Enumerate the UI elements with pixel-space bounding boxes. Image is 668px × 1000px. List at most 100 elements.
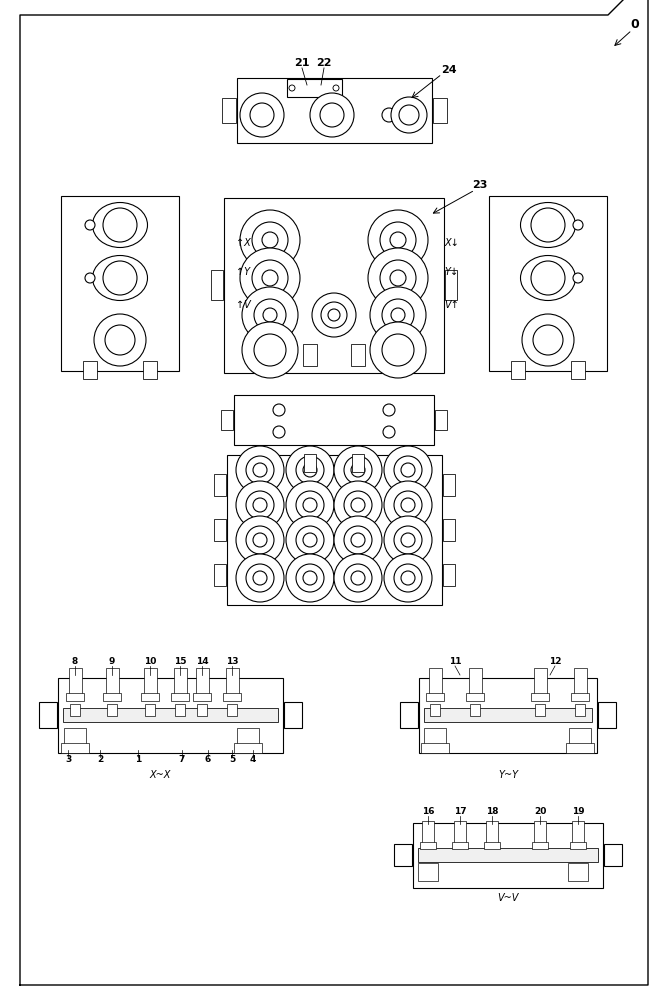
Bar [570, 842, 586, 848]
Circle shape [533, 325, 563, 355]
Text: Y~Y: Y~Y [498, 770, 518, 780]
Circle shape [303, 498, 317, 512]
Bar [426, 693, 444, 701]
Bar [574, 668, 587, 696]
Circle shape [384, 516, 432, 564]
Circle shape [401, 463, 415, 477]
Bar [144, 668, 156, 696]
Bar [442, 564, 454, 586]
Text: 16: 16 [422, 808, 434, 816]
Circle shape [380, 260, 416, 296]
Text: 21: 21 [294, 58, 310, 68]
Circle shape [531, 261, 565, 295]
Bar [421, 743, 449, 753]
Bar [454, 821, 466, 845]
Circle shape [394, 491, 422, 519]
Circle shape [296, 526, 324, 554]
Bar [466, 693, 484, 701]
Text: ↑X: ↑X [236, 238, 250, 248]
Bar [534, 821, 546, 845]
Bar [193, 693, 211, 701]
Bar [63, 708, 277, 722]
Text: V~V: V~V [497, 893, 518, 903]
Text: 17: 17 [454, 808, 466, 816]
Circle shape [240, 93, 284, 137]
Bar [175, 704, 185, 716]
Circle shape [240, 248, 300, 308]
Circle shape [344, 456, 372, 484]
Bar [534, 668, 546, 696]
Text: ↑Y: ↑Y [236, 267, 250, 277]
Bar [435, 410, 447, 430]
Circle shape [394, 456, 422, 484]
Text: 18: 18 [486, 808, 498, 816]
Circle shape [303, 533, 317, 547]
Bar [432, 98, 446, 122]
Bar [428, 668, 442, 696]
Circle shape [236, 446, 284, 494]
Circle shape [351, 571, 365, 585]
Ellipse shape [92, 202, 148, 247]
Bar [604, 844, 622, 866]
Circle shape [394, 564, 422, 592]
Circle shape [310, 93, 354, 137]
Text: X↓: X↓ [444, 238, 459, 248]
Circle shape [246, 564, 274, 592]
Circle shape [391, 97, 427, 133]
Bar [234, 743, 262, 753]
Bar [70, 704, 80, 716]
Bar [69, 668, 81, 696]
Bar [572, 821, 584, 845]
Circle shape [303, 571, 317, 585]
Circle shape [368, 210, 428, 270]
Circle shape [334, 516, 382, 564]
Bar [221, 410, 233, 430]
Circle shape [370, 287, 426, 343]
Bar [224, 198, 444, 372]
Circle shape [573, 273, 583, 283]
Bar [418, 848, 598, 862]
Bar [394, 844, 412, 866]
Bar [106, 668, 118, 696]
Bar [569, 728, 591, 748]
Circle shape [262, 232, 278, 248]
Circle shape [242, 322, 298, 378]
Bar [304, 454, 316, 472]
Text: 22: 22 [316, 58, 332, 68]
Circle shape [390, 270, 406, 286]
Bar [535, 704, 545, 716]
Circle shape [321, 302, 347, 328]
Bar [511, 361, 525, 379]
Circle shape [286, 446, 334, 494]
Circle shape [296, 456, 324, 484]
Circle shape [334, 554, 382, 602]
Text: X~X: X~X [150, 770, 171, 780]
Text: 23: 23 [472, 180, 488, 190]
Text: 5: 5 [229, 756, 235, 764]
Text: 24: 24 [441, 65, 457, 75]
Circle shape [286, 516, 334, 564]
Circle shape [334, 481, 382, 529]
Bar [57, 678, 283, 752]
Circle shape [236, 516, 284, 564]
Circle shape [344, 564, 372, 592]
Bar [64, 728, 86, 748]
Circle shape [344, 526, 372, 554]
Bar [226, 455, 442, 605]
Text: 7: 7 [179, 756, 185, 764]
Circle shape [254, 299, 286, 331]
Circle shape [273, 426, 285, 438]
Circle shape [401, 533, 415, 547]
Circle shape [384, 446, 432, 494]
Circle shape [103, 208, 137, 242]
Bar [442, 474, 454, 496]
Circle shape [240, 210, 300, 270]
Circle shape [382, 334, 414, 366]
Bar [452, 842, 468, 848]
Bar [419, 678, 597, 752]
Circle shape [320, 103, 344, 127]
Bar [141, 693, 159, 701]
Bar [484, 842, 500, 848]
Bar [532, 842, 548, 848]
Ellipse shape [520, 202, 576, 247]
